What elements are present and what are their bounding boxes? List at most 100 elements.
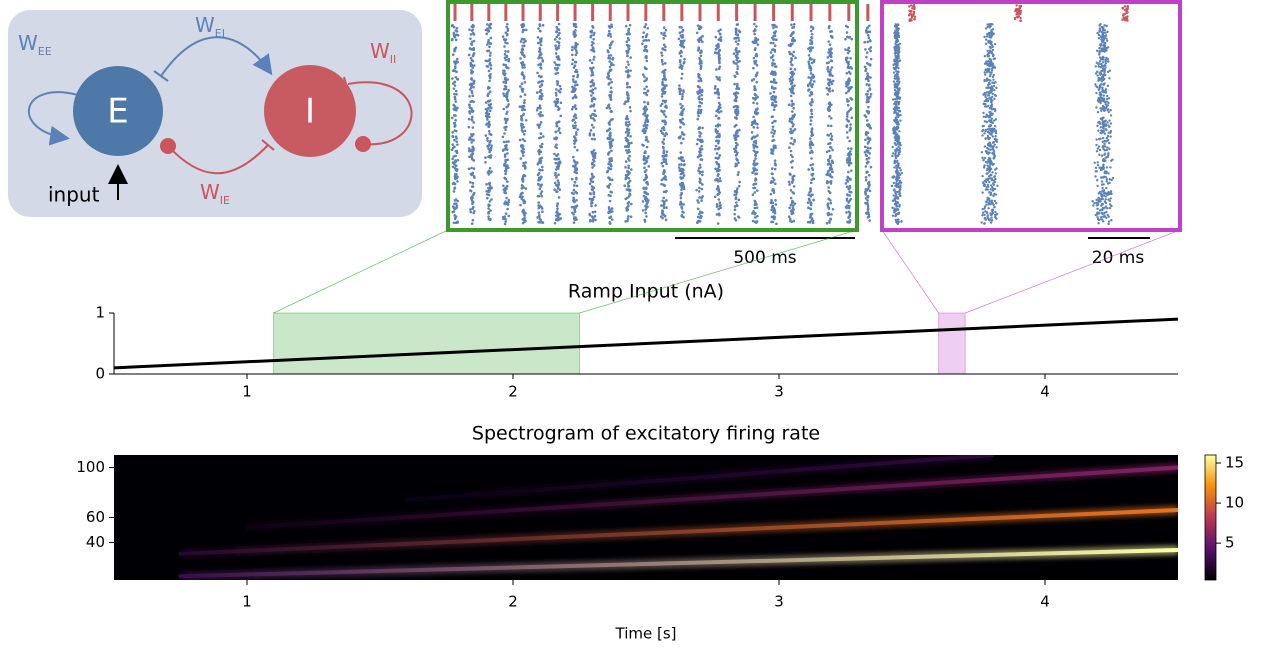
spike xyxy=(487,38,490,42)
spike xyxy=(453,187,456,190)
spike xyxy=(554,94,558,97)
spike xyxy=(893,203,897,206)
spike xyxy=(539,113,542,117)
inh-spikes xyxy=(487,4,491,21)
spike xyxy=(1107,222,1110,226)
spike xyxy=(540,194,543,198)
spike xyxy=(864,176,868,179)
spike xyxy=(488,74,491,78)
spike xyxy=(1102,147,1105,151)
spike xyxy=(700,199,703,202)
spike xyxy=(1104,159,1107,163)
spike xyxy=(573,64,577,68)
spike xyxy=(699,110,703,114)
spike xyxy=(792,102,795,106)
spike xyxy=(719,28,722,31)
spike xyxy=(991,64,995,67)
inh-spike xyxy=(1013,17,1017,21)
spike xyxy=(830,134,834,138)
spike xyxy=(593,109,597,113)
spike xyxy=(810,61,814,65)
spike xyxy=(503,126,506,129)
spike xyxy=(866,149,870,153)
spike xyxy=(1096,215,1099,219)
spike xyxy=(1109,114,1113,117)
spike xyxy=(1101,220,1105,223)
spike xyxy=(488,45,491,49)
spike xyxy=(866,72,869,75)
spike xyxy=(488,26,491,29)
spike xyxy=(1101,67,1105,70)
spike xyxy=(608,29,611,33)
spike xyxy=(696,215,700,219)
spike xyxy=(522,161,525,165)
spike xyxy=(736,42,740,46)
spike xyxy=(470,222,474,225)
spike xyxy=(455,204,459,207)
spike xyxy=(985,210,988,214)
spike xyxy=(503,190,507,194)
spike xyxy=(662,206,666,210)
spike xyxy=(456,180,459,183)
spike xyxy=(572,155,575,159)
spike xyxy=(718,132,721,136)
spike xyxy=(452,33,456,37)
spike xyxy=(991,23,994,26)
spike xyxy=(717,207,720,211)
spike xyxy=(715,152,719,155)
spike xyxy=(985,38,988,41)
spike xyxy=(985,86,988,90)
spike xyxy=(867,36,871,40)
spike xyxy=(698,131,701,134)
spike xyxy=(642,112,645,116)
spike xyxy=(990,145,993,148)
spike xyxy=(789,94,793,98)
spike xyxy=(678,87,682,91)
spike xyxy=(791,87,795,90)
spike xyxy=(788,77,792,81)
spike xyxy=(590,99,594,103)
spike xyxy=(683,163,686,166)
spike xyxy=(541,135,545,138)
spike xyxy=(571,124,575,128)
spike xyxy=(589,84,593,88)
spike xyxy=(1099,101,1102,105)
spike xyxy=(848,213,852,216)
spike xyxy=(456,220,459,223)
spike xyxy=(991,189,995,192)
spike xyxy=(983,35,986,39)
spike xyxy=(792,115,796,119)
spike xyxy=(486,65,490,68)
spike xyxy=(522,173,526,177)
spike xyxy=(981,208,984,211)
spike xyxy=(866,110,870,114)
spike xyxy=(1108,178,1111,181)
spike xyxy=(521,185,525,188)
inh-spike xyxy=(913,5,916,9)
spike xyxy=(556,66,560,70)
spike xyxy=(791,38,795,42)
spike xyxy=(539,43,543,47)
spike xyxy=(454,100,458,103)
spike xyxy=(809,122,812,126)
ei-arrow xyxy=(160,36,273,77)
spike xyxy=(472,64,476,67)
spike xyxy=(755,102,759,105)
spike xyxy=(718,124,722,127)
spike xyxy=(504,172,507,176)
spike xyxy=(541,59,545,62)
spike xyxy=(772,34,776,38)
spike xyxy=(773,78,776,82)
spike xyxy=(737,87,740,90)
spike xyxy=(1106,138,1110,142)
inh-spike xyxy=(1125,11,1129,14)
spike xyxy=(1110,218,1113,222)
spike xyxy=(455,70,458,74)
spike xyxy=(733,208,737,211)
spike xyxy=(993,175,997,178)
spike xyxy=(643,220,647,223)
spike xyxy=(450,116,454,120)
spike xyxy=(519,51,523,54)
spike xyxy=(770,172,774,175)
spike xyxy=(642,31,646,34)
